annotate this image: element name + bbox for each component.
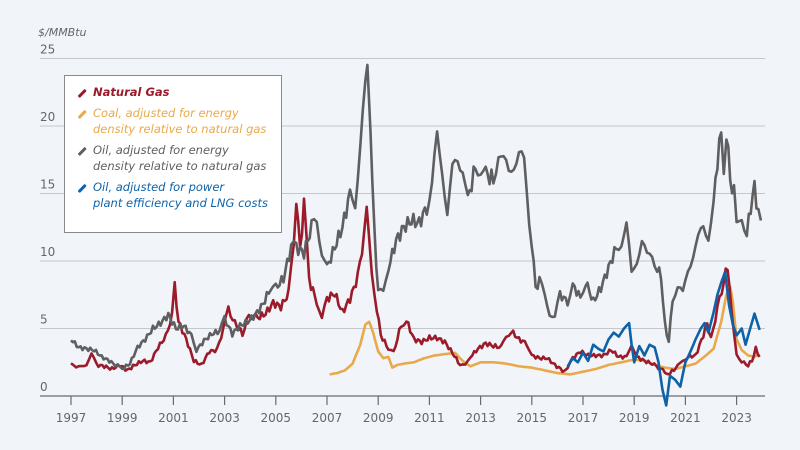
x-tick-label: 2017 <box>568 411 599 425</box>
legend-item: Oil, adjusted for power plant efficiency … <box>77 179 275 211</box>
legend-swatch-icon <box>77 88 87 98</box>
x-tick-label: 2007 <box>312 411 343 425</box>
x-tick-label: 2009 <box>363 411 394 425</box>
legend-swatch-icon <box>77 183 87 193</box>
y-tick-label: 15 <box>40 178 55 192</box>
x-tick-label: 2003 <box>209 411 240 425</box>
y-tick-label: 5 <box>40 313 48 327</box>
x-tick-label: 2015 <box>517 411 548 425</box>
y-axis-label: $/MMBtu <box>38 26 87 39</box>
series-lines <box>70 63 763 407</box>
x-tick-label: 2005 <box>261 411 292 425</box>
legend-label: Oil, adjusted for power plant efficiency … <box>93 179 268 211</box>
legend-label: Natural Gas <box>93 84 170 100</box>
x-tick-label: 2011 <box>414 411 445 425</box>
legend-label-line: Oil, adjusted for energy <box>93 143 229 157</box>
series-line-oil-energy-density <box>70 63 763 371</box>
legend-label-line: Natural Gas <box>93 85 170 99</box>
legend: Natural Gas Coal, adjusted for energy dens… <box>64 75 282 233</box>
x-tick-label: 2021 <box>670 411 701 425</box>
legend-swatch-icon <box>77 109 87 119</box>
legend-label: Oil, adjusted for energy density relative… <box>93 142 266 174</box>
x-tick-label: 1997 <box>56 411 87 425</box>
x-axis-ticks: 1997 1999 2001 2003 2005 2007 2009 2011 2013 2015… <box>56 396 752 425</box>
legend-label: Coal, adjusted for energy density relativ… <box>93 105 266 137</box>
legend-label-line: plant efficiency and LNG costs <box>93 196 268 210</box>
y-tick-label: 10 <box>40 245 55 259</box>
legend-label-line: Coal, adjusted for energy <box>93 106 239 120</box>
legend-label-line: density relative to natural gas <box>93 159 267 173</box>
legend-item: Coal, adjusted for energy density relativ… <box>77 105 275 137</box>
series-line-natural-gas <box>70 197 761 376</box>
x-tick-label: 1999 <box>107 411 138 425</box>
x-tick-label: 2019 <box>619 411 650 425</box>
x-tick-label: 2013 <box>465 411 496 425</box>
y-tick-label: 25 <box>40 43 55 57</box>
series-line-oil-power-plant <box>566 270 761 407</box>
legend-item: Oil, adjusted for energy density relative… <box>77 142 275 174</box>
y-axis-ticks: 0 5 10 15 20 25 <box>40 43 55 395</box>
x-tick-label: 2001 <box>158 411 189 425</box>
legend-swatch-icon <box>77 146 87 156</box>
legend-label-line: density relative to natural gas <box>93 122 267 136</box>
series-line-coal <box>329 285 761 376</box>
y-tick-label: 0 <box>40 380 48 394</box>
legend-label-line: Oil, adjusted for power <box>93 180 225 194</box>
x-tick-label: 2023 <box>721 411 752 425</box>
legend-item: Natural Gas <box>77 84 275 100</box>
y-tick-label: 20 <box>40 110 55 124</box>
